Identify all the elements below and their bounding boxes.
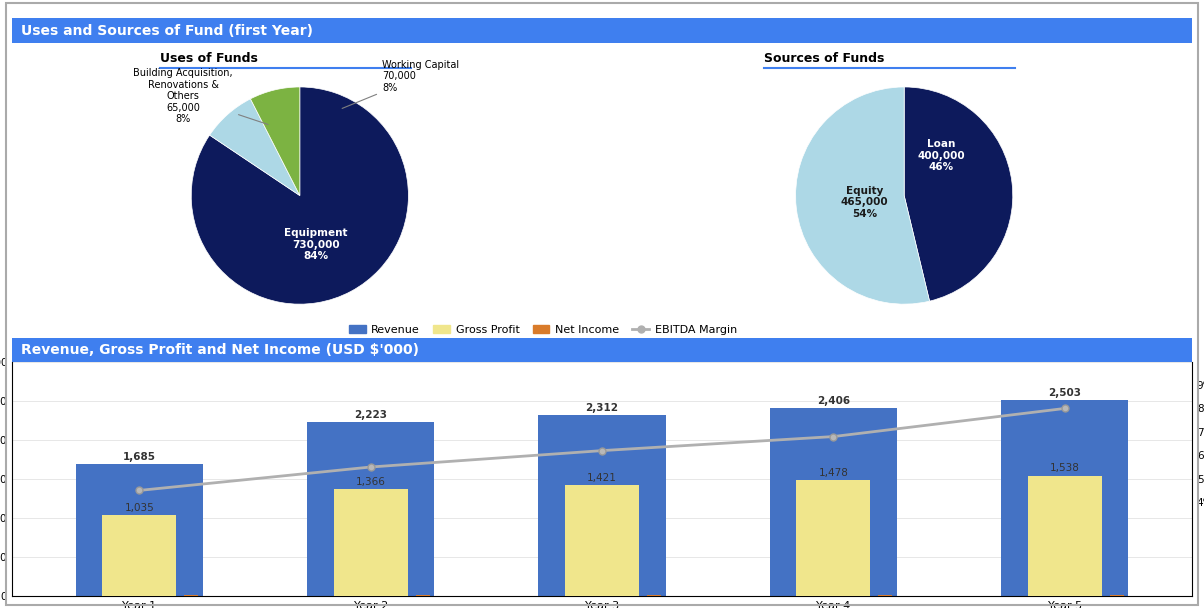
Bar [76, 465, 203, 596]
Text: 1,421: 1,421 [588, 472, 616, 483]
Bar [565, 485, 639, 596]
EBITDA Margin [1057, 405, 1072, 412]
Text: Building Acquisition,
Renovations &
Others
65,000
8%: Building Acquisition, Renovations & Othe… [134, 68, 268, 125]
EBITDA Margin [595, 447, 609, 454]
Text: Revenue, Gross Profit and Net Income (USD $'000): Revenue, Gross Profit and Net Income (US… [22, 343, 419, 357]
Text: 1,685: 1,685 [123, 452, 155, 462]
Text: Sources of Funds: Sources of Funds [765, 52, 885, 64]
EBITDA Margin [132, 487, 147, 494]
Bar [102, 515, 176, 596]
Text: 1,366: 1,366 [355, 477, 385, 487]
Text: Equity
465,000
54%: Equity 465,000 54% [840, 185, 889, 219]
Wedge shape [796, 87, 929, 304]
Text: 2,312: 2,312 [585, 403, 619, 413]
Text: 2,503: 2,503 [1049, 388, 1081, 398]
Bar [307, 423, 435, 596]
Wedge shape [209, 99, 300, 196]
Text: 1,035: 1,035 [124, 503, 154, 513]
Text: Equipment
730,000
84%: Equipment 730,000 84% [284, 228, 348, 261]
Bar [1028, 475, 1102, 596]
Text: Uses of Funds: Uses of Funds [160, 52, 258, 64]
Text: 1,538: 1,538 [1050, 463, 1080, 474]
Text: Working Capital
70,000
8%: Working Capital 70,000 8% [342, 60, 459, 108]
Bar [769, 408, 897, 596]
Text: Loan
400,000
46%: Loan 400,000 46% [917, 139, 966, 173]
Bar [1001, 401, 1128, 596]
Legend: Revenue, Gross Profit, Net Income, EBITDA Margin: Revenue, Gross Profit, Net Income, EBITD… [344, 320, 742, 339]
EBITDA Margin [826, 433, 840, 440]
Text: 2,406: 2,406 [816, 396, 850, 406]
Text: 2,223: 2,223 [354, 410, 388, 420]
Wedge shape [191, 87, 408, 304]
Bar [538, 415, 666, 596]
Bar [334, 489, 408, 596]
Text: Uses and Sources of Fund (first Year): Uses and Sources of Fund (first Year) [22, 24, 313, 38]
Text: 1,478: 1,478 [819, 468, 849, 478]
Wedge shape [250, 87, 300, 196]
Wedge shape [904, 87, 1013, 301]
Bar [796, 480, 870, 596]
Line: EBITDA Margin: EBITDA Margin [136, 405, 1068, 494]
EBITDA Margin [364, 463, 378, 471]
